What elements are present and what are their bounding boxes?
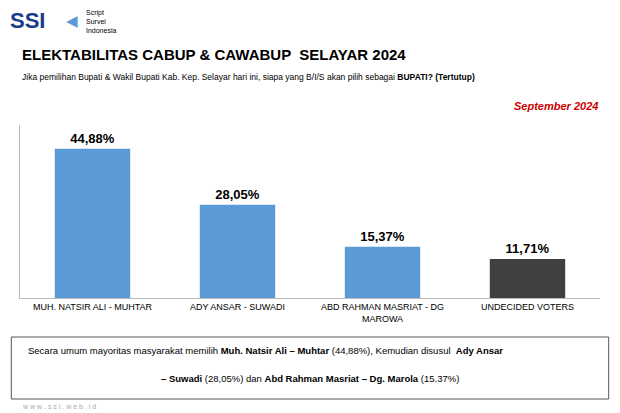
svg-text:◀: ◀ xyxy=(66,12,78,30)
svg-text:Secara umum mayoritas masyarak: Secara umum mayoritas masyarakat memilih… xyxy=(28,345,503,356)
svg-text:15,37%: 15,37% xyxy=(360,229,405,244)
svg-text:MUH. NATSIR ALI - MUHTAR: MUH. NATSIR ALI - MUHTAR xyxy=(33,302,153,312)
svg-text:11,71%: 11,71% xyxy=(506,241,550,256)
svg-text:ScriptSurveiIndonesia: ScriptSurveiIndonesia xyxy=(86,9,116,34)
svg-text:SSI: SSI xyxy=(10,8,45,33)
svg-text:September 2024: September 2024 xyxy=(514,100,598,112)
svg-text:44,88%: 44,88% xyxy=(70,131,115,146)
svg-text:ADY ANSAR - SUWADI: ADY ANSAR - SUWADI xyxy=(190,302,285,312)
svg-text:UNDECIDED VOTERS: UNDECIDED VOTERS xyxy=(481,302,574,312)
svg-text:ABD RAHMAN MASRIAT - DGMAROWA: ABD RAHMAN MASRIAT - DGMAROWA xyxy=(321,302,444,324)
svg-text:– Suwadi (28,05%) dan Abd Rahm: – Suwadi (28,05%) dan Abd Rahman Masriat… xyxy=(161,373,459,384)
svg-text:w w w . s s i . w e b . i d: w w w . s s i . w e b . i d xyxy=(22,403,96,410)
svg-text:28,05%: 28,05% xyxy=(215,187,260,202)
svg-text:Jika pemilihan Bupati & Wakil: Jika pemilihan Bupati & Wakil Bupati Kab… xyxy=(22,72,475,82)
svg-text:ELEKTABILITAS CABUP & CAWABUP: ELEKTABILITAS CABUP & CAWABUP SELAYAR 20… xyxy=(22,46,406,63)
